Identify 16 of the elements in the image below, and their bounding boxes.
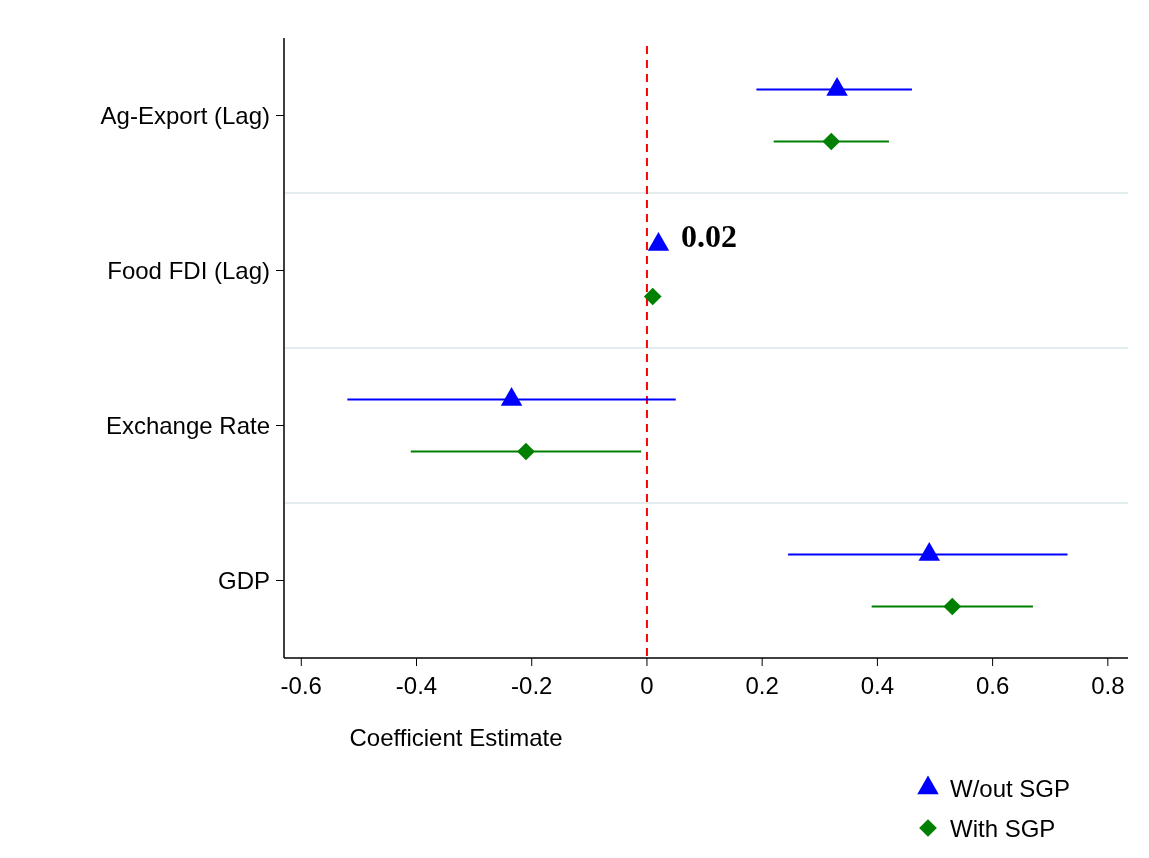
y-tick-label: Ag-Export (Lag) [100,101,270,129]
x-axis-title: Coefficient Estimate [349,724,563,751]
x-tick-label: 0.8 [1091,672,1125,699]
x-tick-label: -0.6 [280,672,322,699]
y-tick-label: GDP [217,566,270,594]
y-tick-label: Exchange Rate [105,411,270,439]
x-tick-label: -0.2 [511,672,553,699]
x-tick-label: 0.2 [745,672,779,699]
legend-label: W/out SGP [950,775,1071,802]
x-tick-label: 0 [640,672,654,699]
x-tick-label: 0.6 [975,672,1010,699]
annotation: 0.02 [681,218,737,254]
x-tick-label: 0.4 [860,672,895,699]
y-tick-label: Food FDI (Lag) [107,256,270,284]
legend-label: With SGP [950,815,1056,842]
x-tick-label: -0.4 [395,672,438,699]
